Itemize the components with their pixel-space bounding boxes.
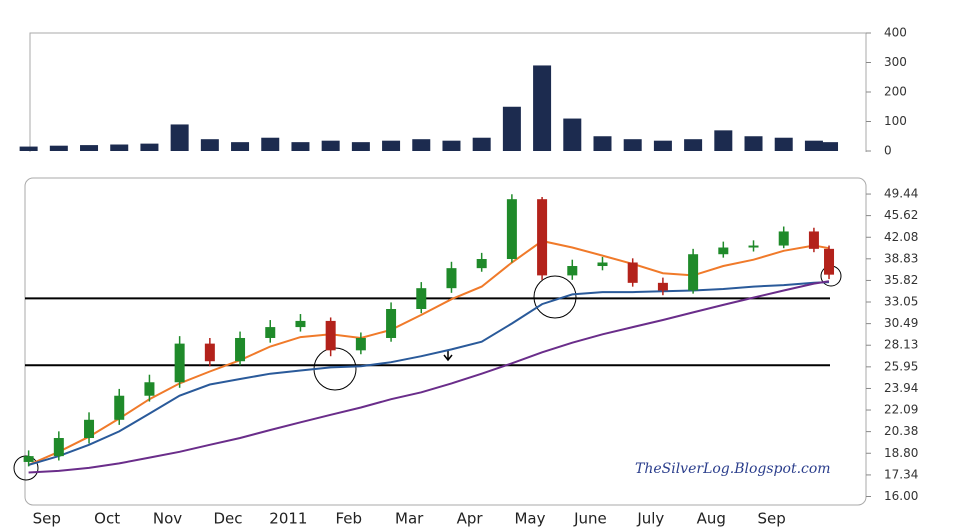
volume-bar [502,106,521,151]
candle-body [808,231,819,249]
candle-body [627,262,638,283]
x-tick-label: Apr [457,510,484,528]
candle-body [295,320,306,328]
y-tick-label: 400 [884,26,907,40]
volume-bar [563,118,582,151]
candle-body [597,262,608,267]
volume-bar [140,143,159,151]
moving-average [28,239,830,466]
volume-bar [382,140,401,151]
x-tick-label: July [636,510,664,528]
highlight-circle [13,455,39,481]
y-tick-label: 300 [884,55,907,69]
volume-bar [653,140,672,151]
candle-body [657,282,668,291]
y-tick-label: 28.13 [884,338,918,352]
candle-body [204,343,215,362]
moving-average [28,280,830,474]
volume-bar [472,137,491,151]
candle-body [718,247,729,255]
volume-bar [170,124,189,151]
watermark: TheSilverLog.Blogspot.com [635,461,831,477]
volume-bar [442,140,461,151]
candle-body [748,245,759,248]
candle-body [325,320,336,351]
candle-body [476,259,487,269]
volume-bar [744,136,763,151]
candle-body [84,419,95,439]
candle-body [114,395,125,420]
x-tick-label: June [573,510,607,528]
x-tick-label: Dec [213,510,242,528]
y-tick-label: 18.80 [884,446,918,460]
candle-body [506,199,517,260]
price-frame [24,177,867,506]
volume-bar [714,130,733,151]
volume-bar [774,137,793,151]
arrow [443,350,453,362]
y-tick-label: 42.08 [884,230,918,244]
moving-average [28,281,830,466]
volume-bar [231,142,250,151]
volume-bar [820,142,839,151]
candle-body [688,254,699,291]
x-tick-label: Feb [336,510,363,528]
volume-bar [261,137,280,151]
x-tick-label: Nov [153,510,182,528]
volume-bar [49,145,68,151]
volume-bar [593,136,612,151]
y-tick-label: 0 [884,144,892,158]
y-tick-label: 38.83 [884,251,918,265]
candle-body [265,327,276,338]
y-tick-label: 20.38 [884,424,918,438]
y-tick-label: 22.09 [884,403,918,417]
candle-body [416,288,427,309]
volume-bar [533,65,552,151]
candle-body [446,268,457,289]
volume-bar [321,140,340,151]
volume-bar [110,144,129,151]
x-tick-label: Sep [757,510,785,528]
y-tick-label: 100 [884,114,907,128]
y-tick-label: 25.95 [884,359,918,373]
y-tick-label: 33.05 [884,295,918,309]
candle-body [386,308,397,338]
candle-body [23,456,34,462]
volume-bar [291,142,310,151]
volume-bar [804,140,823,151]
y-tick-label: 16.00 [884,489,918,503]
candle-body [235,337,246,362]
x-tick-label: Aug [697,510,726,528]
y-tick-label: 30.49 [884,316,918,330]
y-tick-label: 200 [884,85,907,99]
y-tick-label: 49.44 [884,187,918,201]
x-tick-label: Oct [94,510,120,528]
candle-body [824,248,835,275]
volume-bar [200,139,219,151]
x-tick-label: May [514,510,545,528]
volume-bar [684,139,703,151]
volume-bar [623,139,642,151]
x-tick-label: Sep [33,510,61,528]
y-tick-label: 23.94 [884,381,918,395]
y-tick-label: 35.82 [884,273,918,287]
candle-body [567,266,578,276]
candle-body [144,382,155,396]
highlight-circle [533,275,577,319]
y-tick-label: 17.34 [884,467,918,481]
volume-bar [412,139,431,151]
volume-bar [80,145,99,151]
y-tick-label: 45.62 [884,208,918,222]
volume-bar [19,146,38,151]
candle-body [537,199,548,276]
candle-body [778,231,789,246]
candle-body [53,438,64,457]
x-tick-label: Mar [395,510,424,528]
volume-bar [351,142,370,151]
x-tick-label: 2011 [269,510,307,528]
candle-body [355,337,366,351]
candle-body [174,343,185,383]
